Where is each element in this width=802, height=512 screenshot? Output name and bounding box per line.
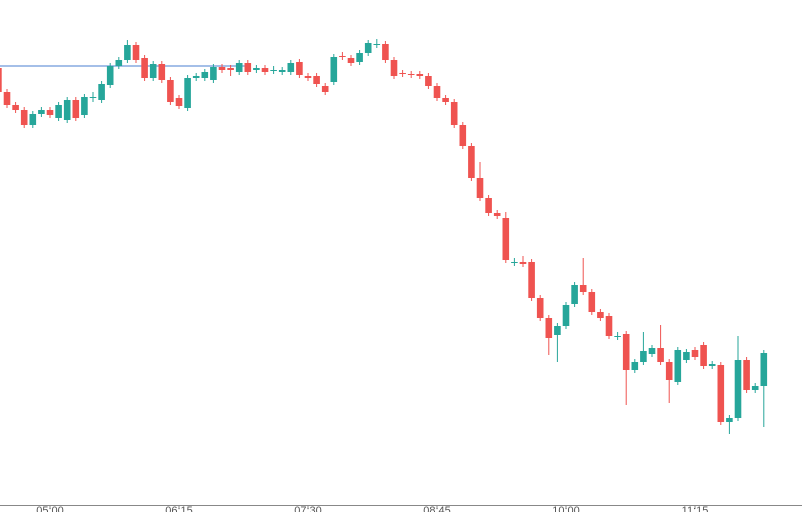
candle-body <box>743 360 750 390</box>
candle-body <box>158 64 166 80</box>
candle-body <box>614 336 621 337</box>
candle-body <box>648 348 656 354</box>
candle-body <box>605 316 613 336</box>
candle-body <box>115 60 123 66</box>
candle-body <box>235 63 243 72</box>
candle-body <box>364 43 372 53</box>
x-tick-label: 07:30 <box>294 505 322 512</box>
candle-body <box>399 73 406 74</box>
candle-body <box>588 292 596 312</box>
candle-body <box>631 362 639 370</box>
candle-body <box>278 70 286 72</box>
candle-body <box>571 285 578 304</box>
candle-body <box>468 146 475 178</box>
candle-body <box>38 110 45 114</box>
candle-body <box>3 92 11 105</box>
candle-body <box>425 76 432 86</box>
candle-body <box>55 105 62 118</box>
candle-body <box>89 97 97 98</box>
candle-body <box>674 350 682 382</box>
candle-body <box>760 353 768 386</box>
candle-body <box>373 44 381 45</box>
candle-body <box>640 351 647 362</box>
candle-body <box>106 66 114 85</box>
candle-body <box>98 84 105 100</box>
candle-body <box>657 348 664 362</box>
candle-body <box>72 100 80 118</box>
candle-body <box>192 76 200 78</box>
candle-body <box>597 312 604 318</box>
candle-body <box>29 114 37 125</box>
candle-body <box>304 76 312 78</box>
candle-body <box>442 98 449 102</box>
candle-body <box>330 57 338 82</box>
candle-body <box>227 68 234 70</box>
candle-body <box>511 262 518 263</box>
candle-body <box>184 78 191 108</box>
candle-body <box>579 285 587 292</box>
candle-body <box>296 62 303 75</box>
candle-body <box>545 318 553 338</box>
candle-body <box>261 68 269 72</box>
candle-body <box>683 352 690 360</box>
candle-body <box>519 262 527 264</box>
candle-body <box>210 67 217 80</box>
candle-body <box>751 386 759 390</box>
x-tick-label: 05:00 <box>36 505 64 512</box>
candle-body <box>502 218 510 260</box>
candle-body <box>717 365 725 422</box>
candle-body <box>321 86 329 92</box>
candle-body <box>287 63 295 72</box>
candle-body <box>433 86 441 98</box>
candle-body <box>0 68 2 92</box>
candle-body <box>450 102 458 125</box>
candle-body <box>20 110 28 125</box>
candle-body <box>691 350 699 357</box>
candle-body <box>708 364 716 366</box>
candle-body <box>528 262 535 298</box>
candle-body <box>201 72 209 78</box>
candle-body <box>218 67 226 70</box>
candle-body <box>416 74 424 76</box>
candle-body <box>46 110 54 115</box>
candle-body <box>700 345 707 366</box>
candle-body <box>390 60 398 76</box>
candle-body <box>485 198 492 213</box>
candle-body <box>270 70 277 71</box>
candle-body <box>141 58 148 78</box>
x-tick-label: 11:15 <box>682 505 709 512</box>
candle-body <box>562 305 570 326</box>
candle-body <box>382 44 389 60</box>
candle-body <box>244 63 252 72</box>
candle-body <box>12 105 19 110</box>
candle-body <box>476 178 484 198</box>
candle-body <box>347 58 355 63</box>
candle-body <box>63 100 71 120</box>
candle-body <box>167 80 174 102</box>
candle-body <box>149 64 157 78</box>
x-tick-label: 10:00 <box>552 505 580 512</box>
candle-body <box>622 334 630 370</box>
candle-body <box>253 68 260 70</box>
candle-body <box>313 76 320 84</box>
candle-body <box>734 360 742 418</box>
x-tick-label: 08:45 <box>423 505 451 512</box>
candle-body <box>726 418 733 422</box>
candle-body <box>339 56 346 57</box>
candle-body <box>81 97 88 115</box>
candle-body <box>493 213 501 216</box>
candle-body <box>132 45 140 60</box>
candle-body <box>536 298 544 318</box>
x-tick-label: 06:15 <box>165 505 193 512</box>
candle-body <box>175 98 183 106</box>
candle-body <box>407 74 415 75</box>
candle-body <box>665 362 673 380</box>
candle-body <box>459 125 467 146</box>
candle-body <box>356 53 363 62</box>
candle-body <box>554 326 561 335</box>
candle-body <box>124 45 131 60</box>
